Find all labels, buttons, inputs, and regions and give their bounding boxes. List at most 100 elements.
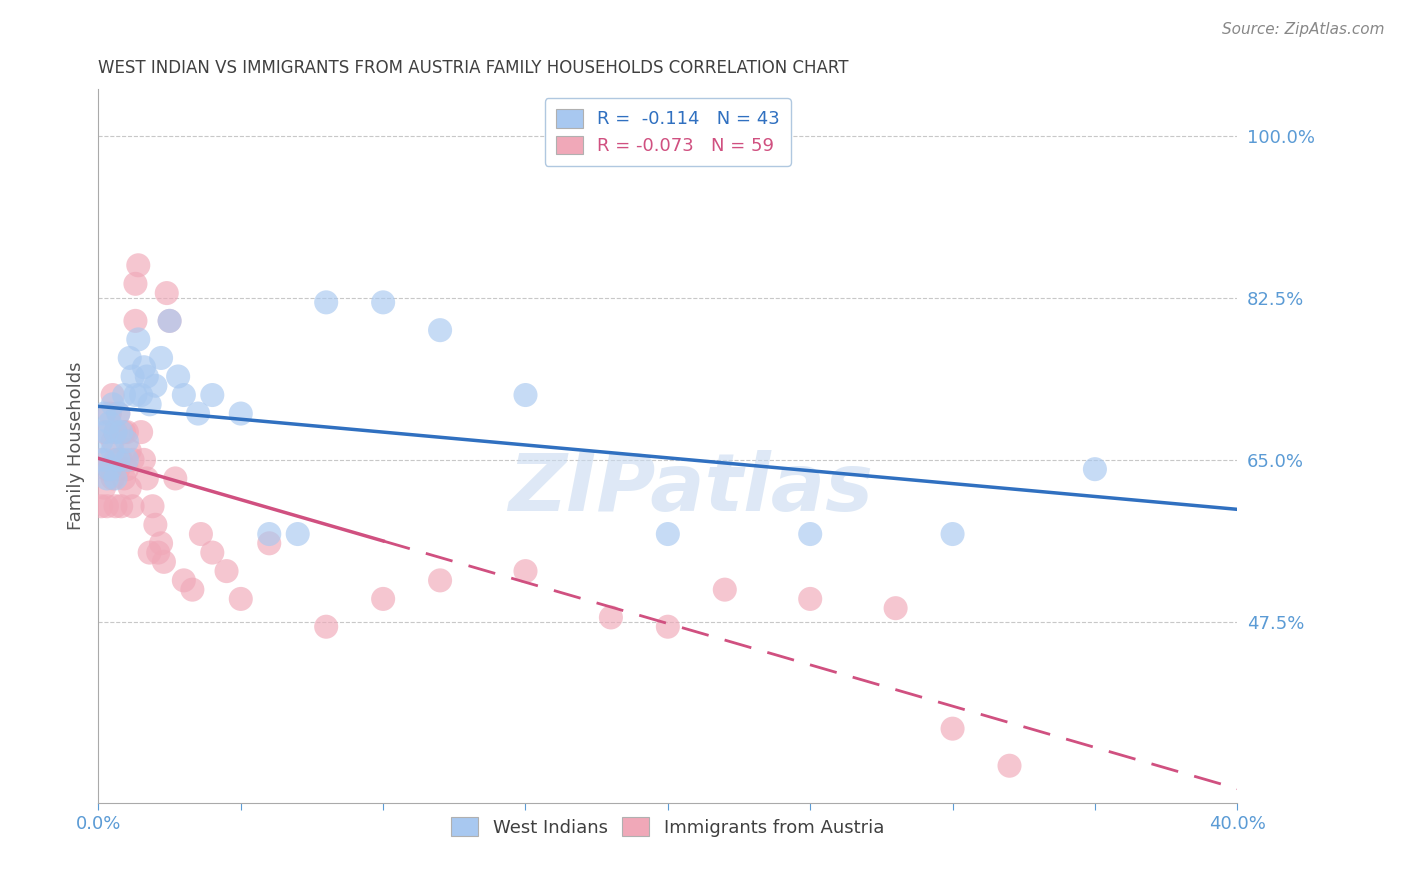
Point — [201, 545, 224, 559]
Point — [127, 258, 149, 272]
Point — [190, 527, 212, 541]
Point — [159, 314, 181, 328]
Point — [215, 564, 238, 578]
Point — [118, 443, 141, 458]
Point — [127, 333, 149, 347]
Point — [115, 425, 138, 439]
Text: WEST INDIAN VS IMMIGRANTS FROM AUSTRIA FAMILY HOUSEHOLDS CORRELATION CHART: WEST INDIAN VS IMMIGRANTS FROM AUSTRIA F… — [98, 59, 849, 77]
Point — [515, 388, 537, 402]
Point — [429, 574, 451, 588]
Point — [942, 722, 965, 736]
Point — [107, 453, 129, 467]
Point — [96, 471, 118, 485]
Point — [135, 369, 157, 384]
Point — [93, 407, 115, 421]
Point — [104, 425, 127, 439]
Point — [515, 564, 537, 578]
Point — [96, 425, 118, 439]
Point — [259, 527, 281, 541]
Point — [799, 527, 821, 541]
Point — [998, 758, 1021, 772]
Point — [121, 369, 143, 384]
Point — [429, 323, 451, 337]
Point — [135, 471, 157, 485]
Point — [148, 545, 170, 559]
Point — [107, 407, 129, 421]
Point — [124, 277, 146, 291]
Point — [112, 471, 135, 485]
Point — [93, 425, 115, 439]
Point — [129, 388, 152, 402]
Point — [110, 500, 132, 514]
Point — [93, 481, 115, 495]
Point — [98, 416, 121, 430]
Point — [145, 378, 167, 392]
Legend: West Indians, Immigrants from Austria: West Indians, Immigrants from Austria — [444, 810, 891, 844]
Point — [657, 527, 679, 541]
Point — [315, 620, 337, 634]
Point — [104, 453, 127, 467]
Point — [124, 388, 146, 402]
Point — [173, 388, 195, 402]
Point — [104, 500, 127, 514]
Point — [942, 527, 965, 541]
Point — [96, 462, 118, 476]
Point — [201, 388, 224, 402]
Point — [287, 527, 309, 541]
Point — [132, 360, 155, 375]
Point — [150, 536, 173, 550]
Point — [121, 453, 143, 467]
Point — [132, 453, 155, 467]
Point — [141, 500, 163, 514]
Point — [884, 601, 907, 615]
Point — [173, 574, 195, 588]
Point — [124, 314, 146, 328]
Point — [259, 536, 281, 550]
Point — [90, 500, 112, 514]
Point — [96, 500, 118, 514]
Point — [118, 351, 141, 365]
Point — [150, 351, 173, 365]
Point — [115, 434, 138, 449]
Point — [98, 462, 121, 476]
Point — [159, 314, 181, 328]
Text: ZIPatlas: ZIPatlas — [508, 450, 873, 528]
Point — [104, 471, 127, 485]
Point — [138, 397, 160, 411]
Point — [101, 443, 124, 458]
Point — [115, 453, 138, 467]
Point — [229, 591, 252, 606]
Point — [101, 434, 124, 449]
Point — [799, 591, 821, 606]
Text: Source: ZipAtlas.com: Source: ZipAtlas.com — [1222, 22, 1385, 37]
Point — [90, 434, 112, 449]
Point — [138, 545, 160, 559]
Point — [714, 582, 737, 597]
Point — [101, 388, 124, 402]
Point — [187, 407, 209, 421]
Point — [167, 369, 190, 384]
Point — [121, 500, 143, 514]
Point — [156, 286, 179, 301]
Point — [315, 295, 337, 310]
Point — [101, 397, 124, 411]
Point — [90, 453, 112, 467]
Point — [98, 462, 121, 476]
Point — [93, 453, 115, 467]
Point — [229, 407, 252, 421]
Point — [118, 481, 141, 495]
Point — [112, 388, 135, 402]
Point — [129, 425, 152, 439]
Point — [373, 591, 395, 606]
Point — [373, 295, 395, 310]
Point — [165, 471, 187, 485]
Point — [600, 610, 623, 624]
Point — [657, 620, 679, 634]
Point — [112, 425, 135, 439]
Point — [110, 453, 132, 467]
Point — [107, 407, 129, 421]
Point — [153, 555, 176, 569]
Point — [104, 425, 127, 439]
Point — [107, 462, 129, 476]
Point — [145, 517, 167, 532]
